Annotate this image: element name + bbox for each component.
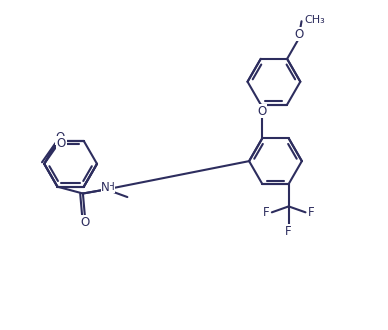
Text: O: O [80,216,90,229]
Text: O: O [55,131,65,145]
Text: CH₃: CH₃ [305,16,326,25]
Text: F: F [308,206,315,219]
Text: O: O [294,28,303,41]
Text: O: O [257,105,266,118]
Text: N: N [101,181,110,194]
Text: O: O [57,137,66,150]
Text: F: F [263,206,269,219]
Text: F: F [285,225,292,238]
Text: H: H [107,182,115,192]
